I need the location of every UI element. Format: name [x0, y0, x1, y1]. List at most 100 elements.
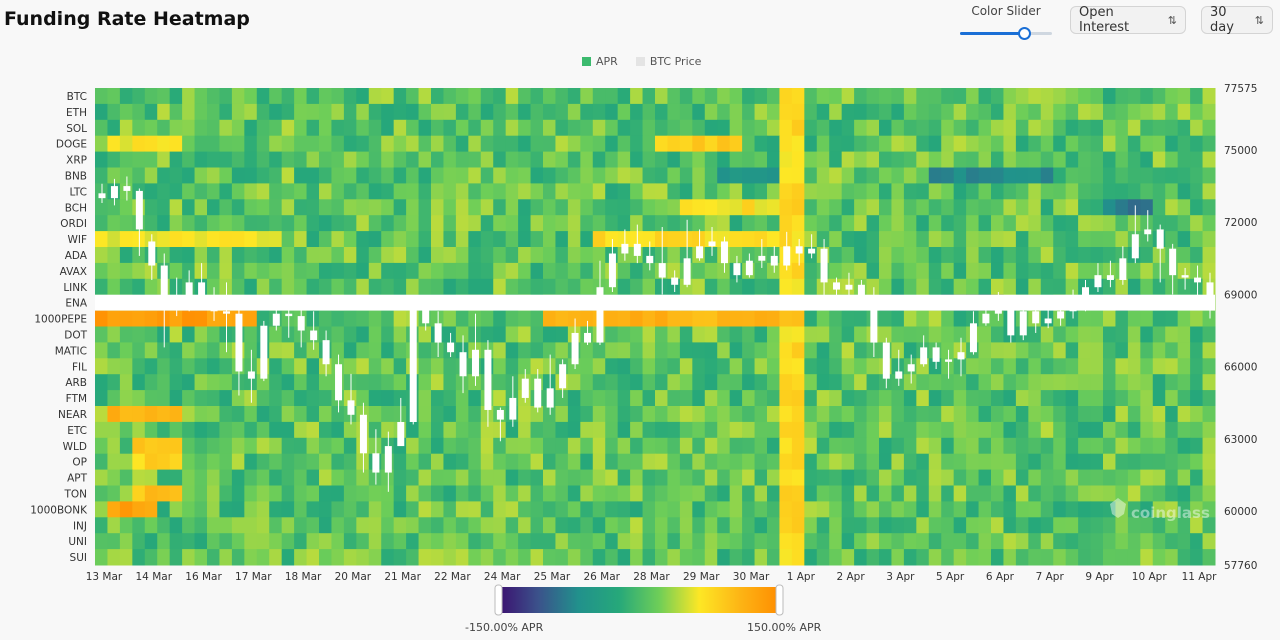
heatmap-cell [717, 406, 731, 423]
heatmap-cell [319, 421, 332, 439]
heatmap-cell [991, 231, 1004, 248]
heatmap-cell [966, 310, 980, 327]
heatmap-cell [804, 88, 818, 105]
heatmap-cell [505, 549, 519, 566]
heatmap-cell [306, 151, 320, 168]
heatmap-cell [443, 135, 457, 153]
heatmap-cell [717, 135, 731, 153]
color-slider-track[interactable] [960, 27, 1052, 40]
candle-body [621, 243, 629, 254]
candle-body [496, 409, 504, 420]
heatmap-cell [891, 326, 905, 343]
heatmap-cell [779, 183, 793, 200]
heatmap-cell [119, 485, 133, 502]
heatmap-cell [194, 517, 208, 534]
heatmap-cell [256, 119, 270, 137]
heatmap-cell [530, 469, 544, 486]
heatmap-cell [1140, 437, 1154, 455]
heatmap-cell [468, 517, 482, 534]
heatmap-cell [928, 501, 942, 518]
heatmap-cell [854, 119, 868, 137]
heatmap-cell [381, 485, 395, 502]
heatmap-cell [368, 421, 382, 439]
heatmap-cell [418, 533, 432, 550]
heatmap-cell [555, 310, 569, 327]
heatmap-cell [729, 437, 743, 455]
heatmap-cell [692, 421, 706, 439]
heatmap-cell [779, 469, 793, 486]
legend-item-btc-price[interactable]: BTC Price [635, 55, 701, 68]
heatmap-cell [455, 135, 469, 153]
heatmap-cell [132, 517, 146, 534]
heatmap-cell [331, 231, 345, 248]
heatmap-cell [754, 549, 768, 566]
heatmap-cell [916, 437, 930, 455]
btc-price-candles [98, 176, 1214, 492]
heatmap-cell [729, 199, 743, 216]
heatmap-cell [916, 485, 930, 502]
heatmap-cell [966, 549, 980, 566]
heatmap-cell [107, 262, 121, 280]
heatmap-cell [1078, 390, 1092, 407]
heatmap-cell [916, 119, 930, 137]
candle-body [633, 243, 641, 256]
heatmap-cell [567, 88, 581, 105]
heatmap-cell [941, 231, 955, 248]
heatmap-cell [182, 119, 196, 137]
heatmap-cell [1090, 183, 1104, 200]
heatmap-cell [841, 103, 855, 121]
heatmap-cell [468, 437, 482, 455]
metric-select[interactable]: Open Interest ⇅ [1070, 5, 1186, 35]
heatmap-cell [991, 151, 1004, 168]
heatmap-cell [617, 485, 631, 502]
heatmap-cell [1115, 533, 1129, 550]
heatmap-cell [1103, 88, 1116, 105]
watermark-text: coinglass [1131, 504, 1210, 522]
color-slider-thumb[interactable] [1018, 27, 1032, 40]
color-slider[interactable]: Color Slider [956, 4, 1056, 40]
heatmap-cell [916, 374, 930, 391]
heatmap-cell [767, 326, 780, 343]
heatmap-cell [194, 326, 208, 343]
heatmap-cell [704, 485, 718, 502]
candle-body [335, 364, 343, 401]
heatmap-cell [816, 549, 830, 566]
heatmap-cell [157, 88, 171, 105]
heatmap-cell [966, 374, 980, 391]
heatmap-cell [991, 453, 1004, 471]
x-tick-label: 21 Mar [384, 571, 421, 583]
heatmap-cell [543, 262, 556, 280]
heatmap-cell [916, 469, 930, 486]
heatmap-cell [468, 469, 482, 486]
heatmap-cell [679, 421, 693, 439]
candle-body [608, 253, 616, 288]
heatmap-cell [169, 406, 183, 423]
heatmap-cell [1065, 215, 1079, 232]
heatmap-cell [978, 215, 992, 232]
heatmap-cell [791, 103, 805, 121]
legend-item-apr[interactable]: APR [582, 55, 618, 68]
range-select[interactable]: 30 day ⇅ [1201, 5, 1273, 35]
heatmap-cell [132, 88, 146, 105]
heatmap-cell [704, 278, 718, 296]
heatmap-cell [1127, 103, 1141, 121]
heatmap-cell [231, 374, 245, 391]
color-slider-fill [960, 32, 1025, 35]
heatmap-cell [841, 310, 855, 327]
heatmap-cell [256, 406, 270, 423]
heatmap-cell [903, 342, 917, 359]
heatmap-cell [1127, 374, 1141, 391]
heatmap-cell [567, 262, 581, 280]
heatmap-cell [854, 485, 868, 502]
heatmap-cell [729, 231, 743, 248]
heatmap-cell [306, 374, 320, 391]
heatmap-cell [281, 119, 295, 137]
heatmap-cell [343, 135, 357, 153]
heatmap-cell [903, 183, 917, 200]
heatmap-cell [418, 278, 432, 296]
candle-body [1169, 248, 1177, 276]
heatmap-cell [1177, 183, 1191, 200]
heatmap-cell [207, 469, 220, 486]
heatmap-cell [717, 469, 731, 486]
heatmap-cell [1090, 406, 1104, 423]
